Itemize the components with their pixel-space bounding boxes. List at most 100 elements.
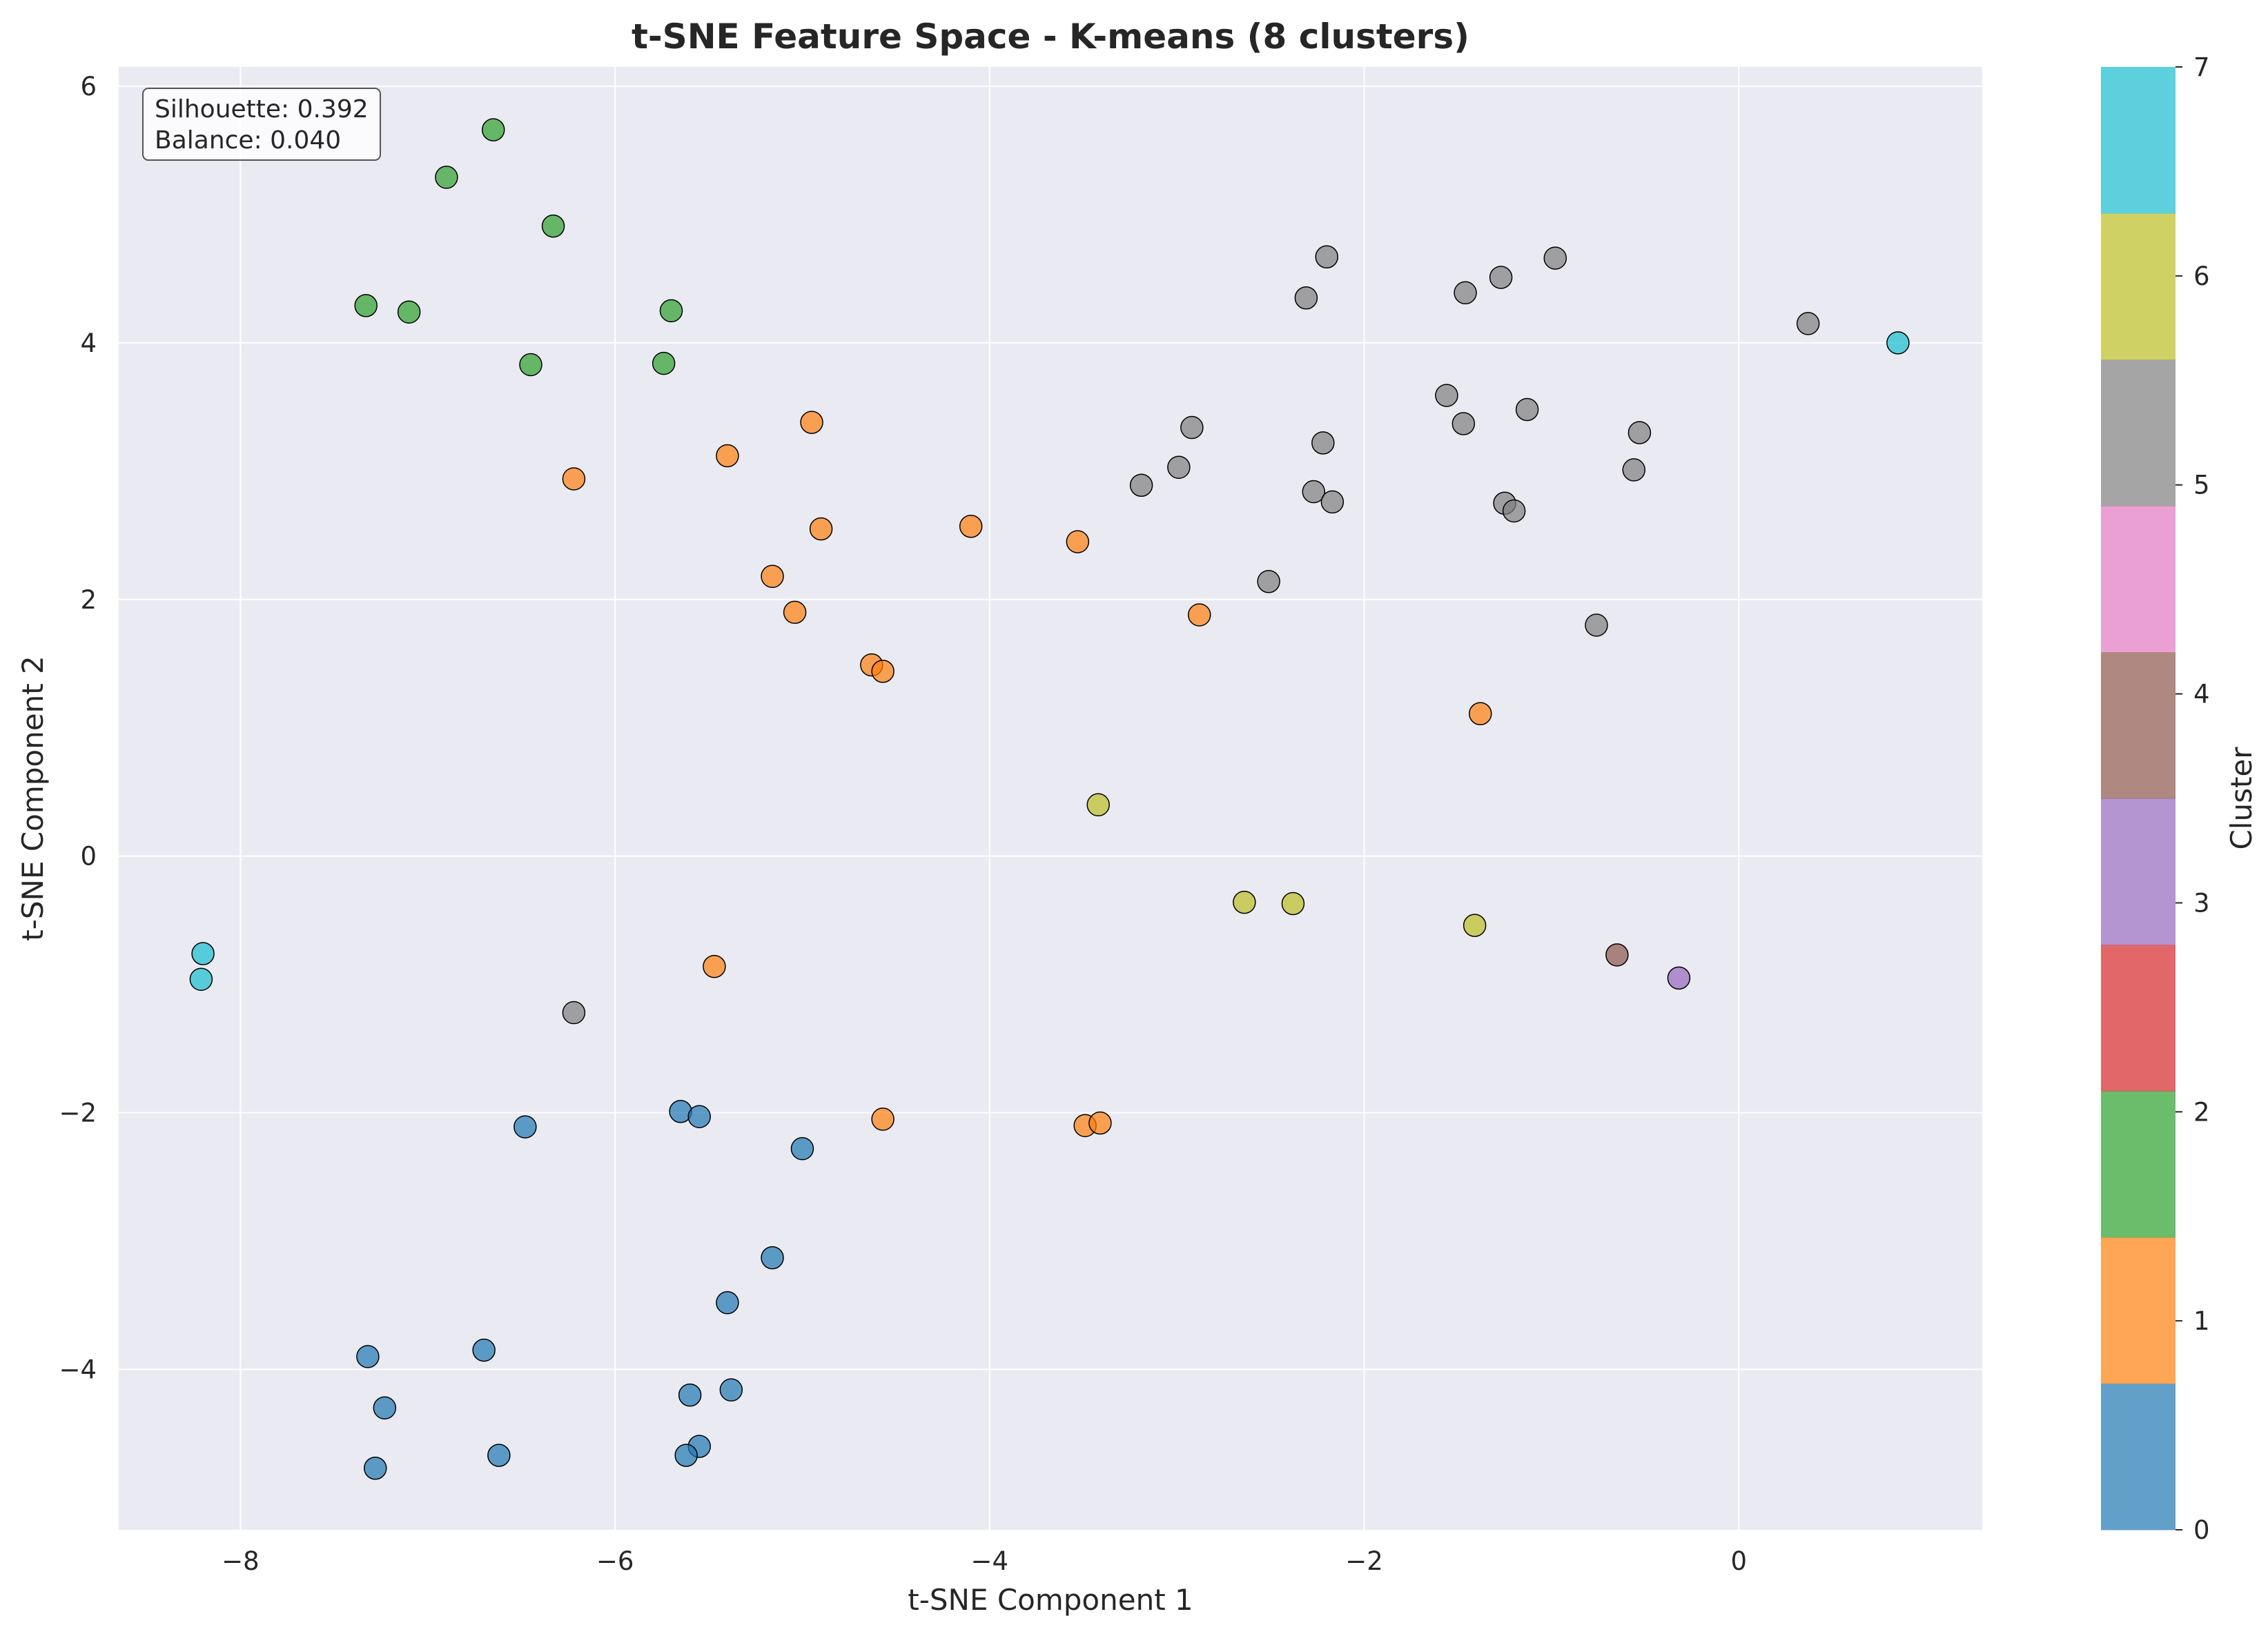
cluster-5-point [1167, 455, 1191, 479]
x-axis-label: t-SNE Component 1 [908, 1583, 1193, 1617]
cluster-1-point [562, 467, 586, 491]
colorbar-segment [2101, 506, 2176, 653]
cluster-5-point [1543, 246, 1567, 270]
cluster-0-point [472, 1338, 496, 1362]
cluster-5-point [1796, 312, 1820, 335]
cluster-4-point [1605, 943, 1629, 967]
cluster-5-point [1302, 480, 1326, 504]
cluster-5-point [562, 1001, 586, 1025]
colorbar-label: Cluster [2225, 747, 2258, 850]
colorbar-segment [2101, 1091, 2176, 1238]
cluster-5-point [1435, 384, 1458, 407]
cluster-1-point [1066, 530, 1090, 553]
chart-title: t-SNE Feature Space - K-means (8 cluster… [632, 17, 1469, 57]
colorbar-tick-label: 2 [2193, 1097, 2210, 1127]
cluster-2-point [519, 353, 542, 377]
cluster-7-point [1886, 331, 1910, 355]
scatter-points [189, 118, 1910, 1480]
cluster-5-point [1257, 569, 1280, 593]
cluster-0-point [356, 1345, 380, 1368]
cluster-5-point [1515, 397, 1539, 422]
cluster-2-point [435, 166, 458, 189]
cluster-5-point [1320, 490, 1345, 514]
x-tick-label: 0 [1730, 1546, 1747, 1576]
cluster-5-point [1129, 473, 1153, 497]
cluster-1-point [703, 954, 726, 978]
colorbar-tick-label: 1 [2193, 1306, 2210, 1336]
cluster-5-point [1489, 266, 1513, 289]
cluster-0-point [514, 1115, 537, 1139]
colorbar-segment [2101, 213, 2176, 360]
cluster-5-point [1315, 245, 1339, 268]
cluster-5-point [1627, 421, 1652, 444]
colorbar-segment [2101, 67, 2176, 214]
cluster-3-point [1667, 966, 1691, 990]
cluster-1-point [959, 515, 983, 538]
x-axis-ticks: −8 −6 −4 −2 0 [222, 1546, 1747, 1576]
x-tick-label: −6 [596, 1546, 634, 1576]
balance-score: Balance: 0.040 [155, 126, 341, 155]
cluster-0-point [487, 1444, 511, 1467]
y-tick-label: 6 [80, 72, 97, 101]
colorbar-tick-label: 0 [2193, 1515, 2210, 1545]
cluster-5-point [1311, 431, 1335, 455]
colorbar-segment [2101, 1384, 2176, 1530]
grid-lines [119, 67, 1982, 1530]
cluster-0-point [674, 1444, 698, 1467]
cluster-0-point [719, 1378, 743, 1402]
cluster-5-point [1622, 458, 1646, 482]
colorbar-segment [2101, 652, 2176, 799]
cluster-5-point [1454, 281, 1477, 305]
cluster-1-point [1469, 702, 1492, 726]
cluster-0-point [687, 1105, 711, 1128]
x-tick-label: −8 [222, 1546, 260, 1576]
colorbar-segment [2101, 1237, 2176, 1384]
cluster-0-point [364, 1456, 387, 1480]
cluster-5-point [1294, 286, 1318, 310]
cluster-7-point [189, 967, 213, 991]
cluster-0-point [373, 1396, 397, 1420]
colorbar-tick-label: 7 [2193, 52, 2210, 82]
colorbar-segment [2101, 945, 2176, 1092]
x-tick-label: −2 [1345, 1546, 1383, 1576]
colorbar-segment [2101, 360, 2176, 506]
cluster-1-point [871, 660, 895, 683]
cluster-5-point [1180, 415, 1204, 440]
colorbar-tick-label: 3 [2193, 888, 2210, 918]
cluster-5-point [1585, 613, 1608, 637]
cluster-0-point [790, 1136, 814, 1161]
cluster-6-point [1086, 793, 1110, 817]
cluster-2-point [659, 299, 683, 323]
cluster-0-point [716, 1291, 739, 1315]
y-tick-label: 4 [80, 328, 97, 358]
cluster-1-point [783, 600, 807, 624]
cluster-2-point [397, 300, 421, 324]
cluster-1-point [871, 1108, 895, 1131]
y-axis-ticks: −4 −2 0 2 4 6 [59, 72, 97, 1385]
y-tick-label: 0 [80, 842, 97, 872]
cluster-0-point [761, 1246, 784, 1270]
y-axis-label: t-SNE Component 2 [16, 656, 50, 941]
x-tick-label: −4 [971, 1546, 1009, 1576]
colorbar-tick-label: 6 [2193, 262, 2210, 291]
cluster-1-point [761, 564, 784, 589]
colorbar-segment [2101, 798, 2176, 945]
cluster-2-point [541, 214, 565, 238]
cluster-6-point [1463, 914, 1487, 937]
silhouette-score: Silhouette: 0.392 [155, 95, 369, 124]
colorbar-tick-label: 4 [2193, 680, 2210, 709]
cluster-1-point [716, 444, 739, 468]
cluster-1-point [1187, 603, 1211, 627]
cluster-1-point [809, 517, 833, 541]
annotation-box [142, 88, 381, 161]
y-tick-label: −4 [59, 1355, 97, 1385]
metrics-annotation: Silhouette: 0.392 Balance: 0.040 [142, 88, 381, 161]
cluster-2-point [652, 351, 676, 375]
cluster-5-point [1451, 412, 1476, 435]
cluster-1-point [800, 411, 823, 434]
cluster-2-point [354, 294, 378, 317]
cluster-7-point [191, 942, 215, 965]
colorbar: 0 1 2 3 4 5 6 7 [2101, 52, 2210, 1545]
cluster-5-point [1502, 499, 1526, 523]
